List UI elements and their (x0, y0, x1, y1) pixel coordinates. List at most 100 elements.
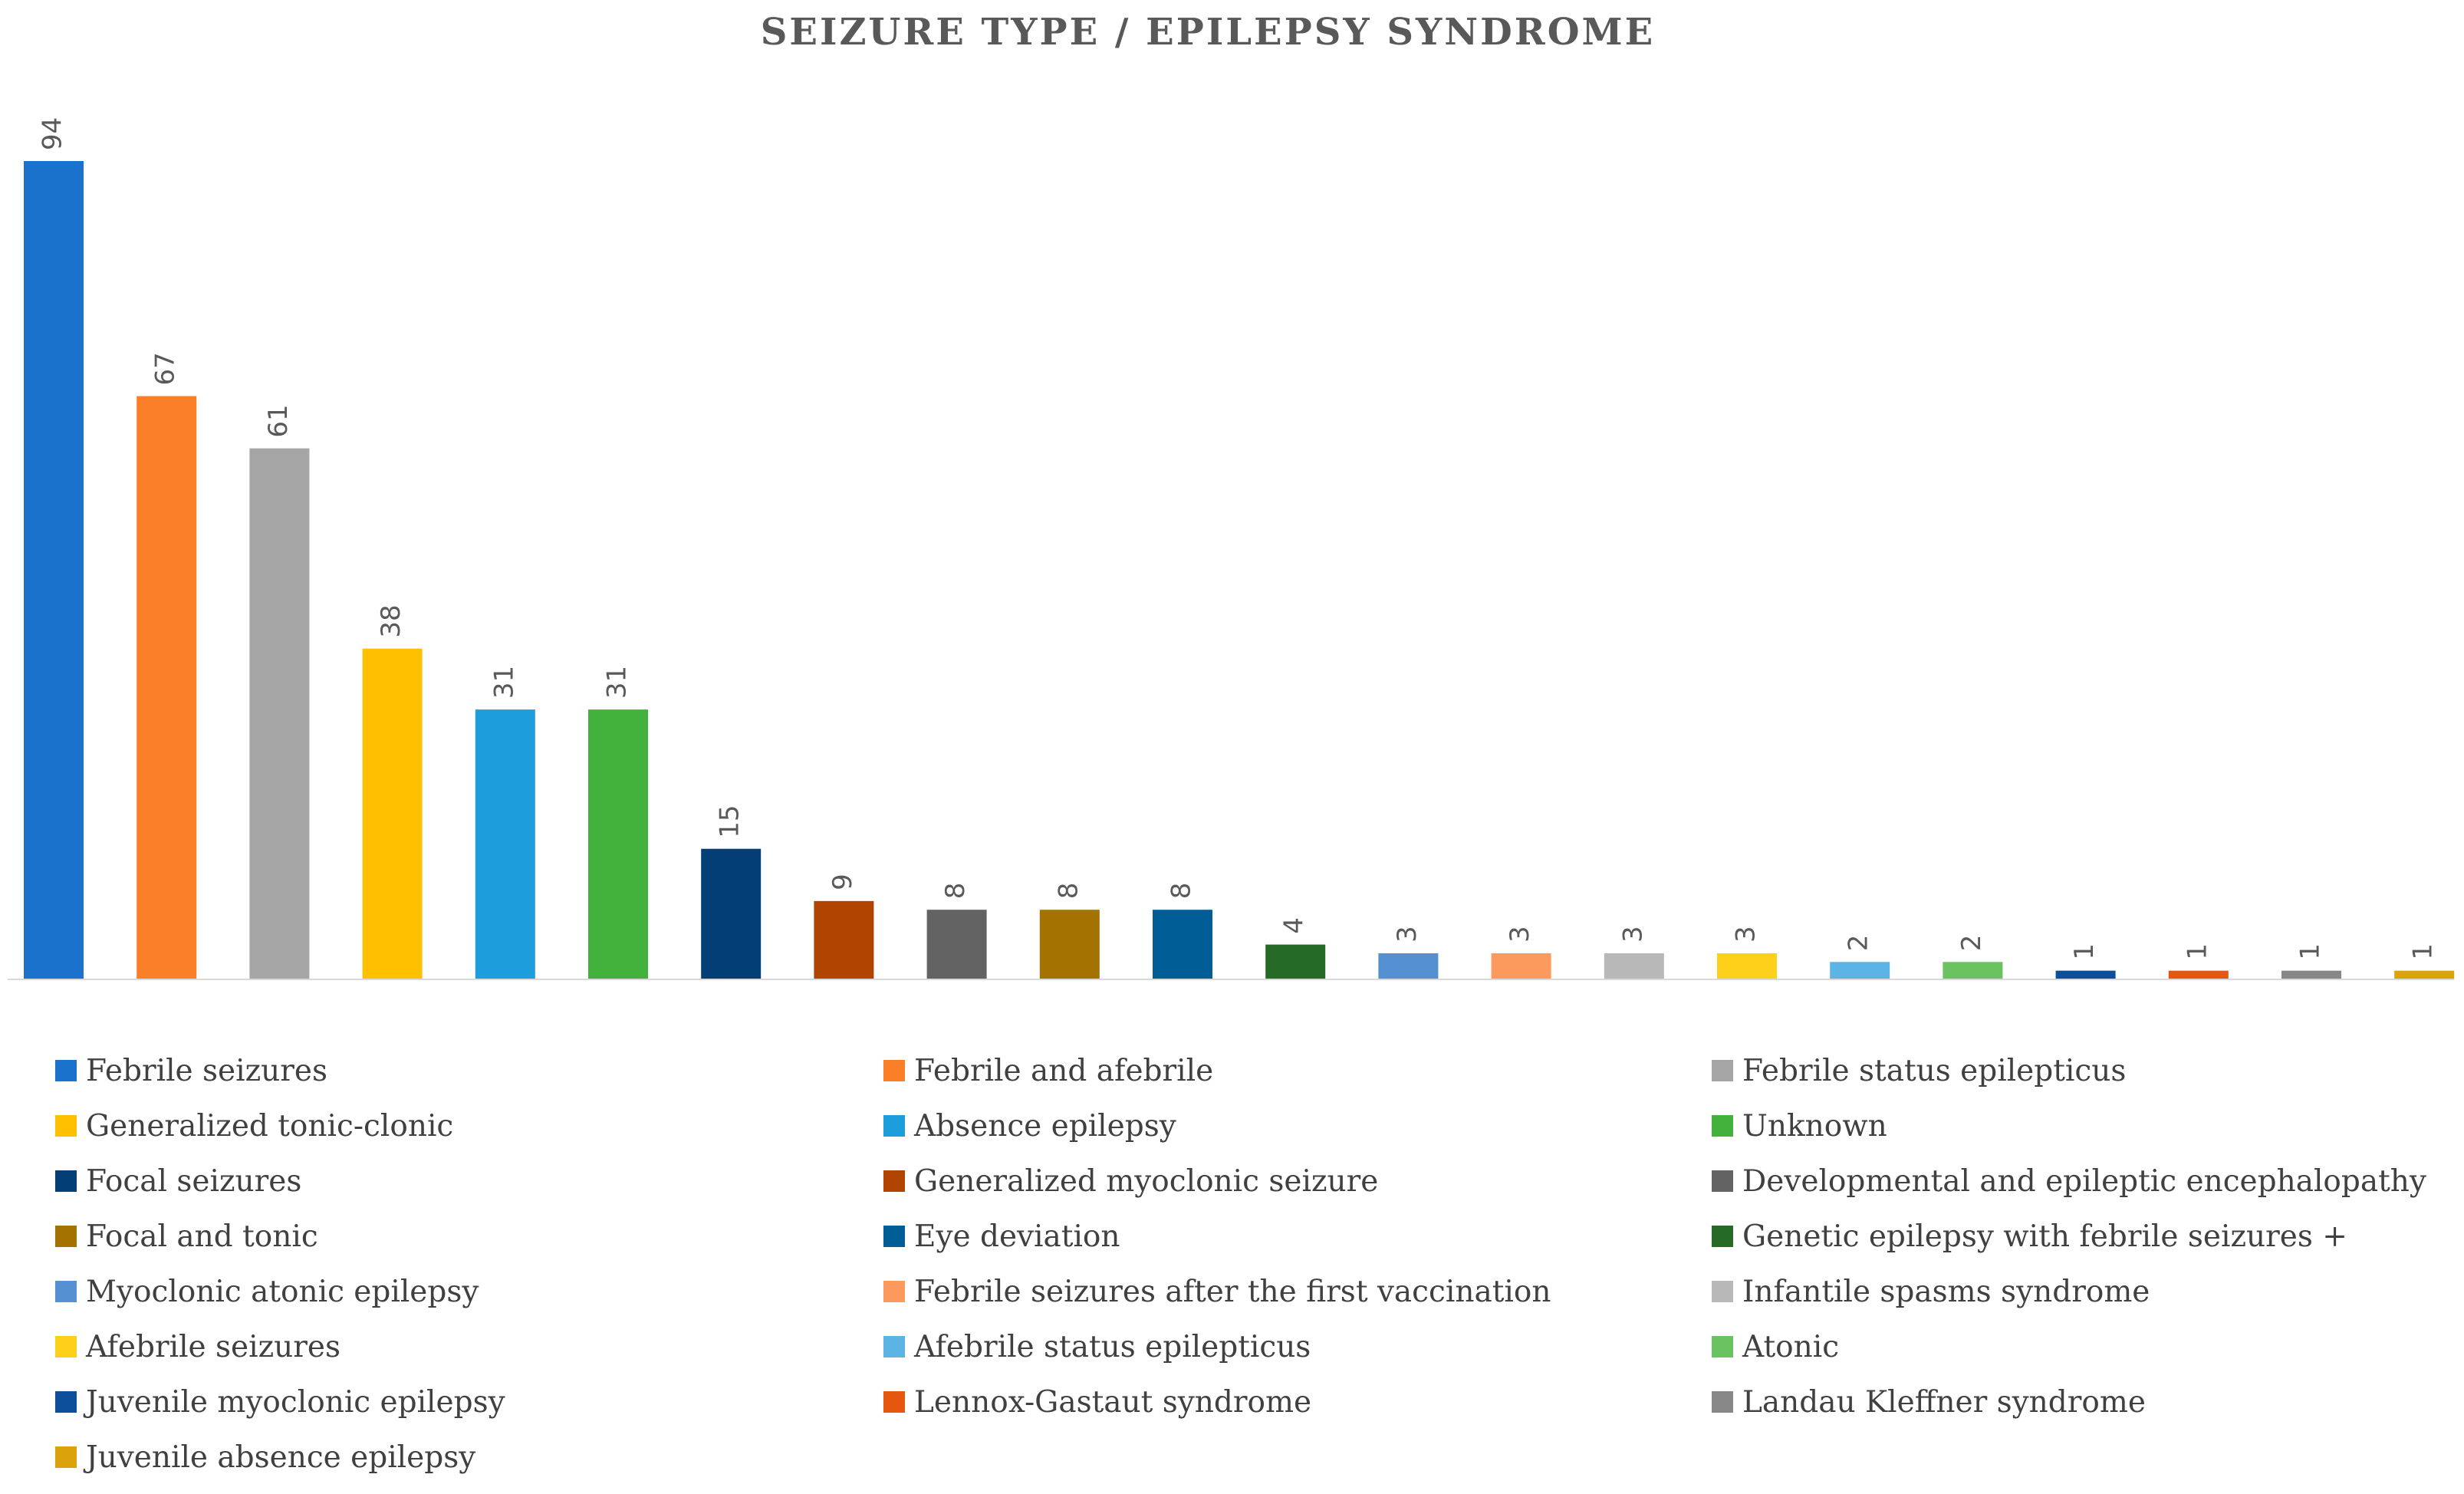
legend-item: Focal seizures (55, 1161, 883, 1201)
data-label-12: 4 (1279, 917, 1310, 934)
bar-2 (137, 396, 197, 979)
legend-item: Lennox-Gastaut syndrome (883, 1382, 1712, 1422)
legend-item: Atonic (1712, 1327, 2448, 1367)
legend-swatch (1712, 1115, 1733, 1137)
data-label-5: 31 (489, 666, 519, 699)
data-label-19: 1 (2069, 943, 2100, 960)
legend-label: Afebrile seizures (86, 1329, 340, 1364)
legend-swatch (1712, 1226, 1733, 1247)
legend-swatch (1712, 1391, 1733, 1413)
legend-label: Developmental and epileptic encephalopat… (1742, 1163, 2426, 1199)
bar-21 (2281, 970, 2341, 979)
bar-19 (2055, 970, 2116, 979)
legend-label: Focal and tonic (86, 1219, 318, 1254)
legend-item: Developmental and epileptic encephalopat… (1712, 1161, 2448, 1201)
legend-swatch (1712, 1170, 1733, 1192)
legend-label: Eye deviation (914, 1219, 1120, 1254)
legend-swatch (55, 1391, 77, 1413)
legend-label: Generalized tonic-clonic (86, 1108, 454, 1144)
legend-label: Juvenile myoclonic epilepsy (86, 1384, 505, 1420)
bar-9 (926, 910, 987, 979)
legend-item: Generalized tonic-clonic (55, 1106, 883, 1146)
legend: Febrile seizures Febrile and afebrile Febr… (55, 1051, 2448, 1477)
legend-swatch (55, 1336, 77, 1357)
data-label-22: 1 (2408, 943, 2439, 960)
bar-7 (701, 848, 762, 979)
bar-14 (1491, 953, 1551, 979)
data-label-16: 3 (1731, 926, 1762, 943)
legend-swatch (883, 1226, 905, 1247)
legend-item: Landau Kleffner syndrome (1712, 1382, 2448, 1422)
bar-5 (475, 709, 535, 979)
legend-item: Unknown (1712, 1106, 2448, 1146)
legend-label: Infantile spasms syndrome (1742, 1274, 2150, 1309)
legend-label: Unknown (1742, 1108, 1887, 1144)
legend-swatch (883, 1060, 905, 1081)
data-label-6: 31 (602, 666, 633, 699)
legend-label: Genetic epilepsy with febrile seizures + (1742, 1219, 2347, 1254)
legend-item: Afebrile seizures (55, 1327, 883, 1367)
bar-17 (1830, 962, 1890, 979)
legend-label: Absence epilepsy (914, 1108, 1176, 1144)
legend-swatch (55, 1060, 77, 1081)
legend-item: Afebrile status epilepticus (883, 1327, 1712, 1367)
bar-15 (1604, 953, 1664, 979)
legend-item: Absence epilepsy (883, 1106, 1712, 1146)
legend-swatch (1712, 1281, 1733, 1302)
data-label-18: 2 (1956, 935, 1987, 952)
legend-swatch (55, 1226, 77, 1247)
plot-area: 94 67 61 38 31 31 15 9 8 8 8 4 3 3 3 3 2 2 1 1 1 1 (8, 117, 2455, 980)
bar-18 (1943, 962, 2003, 979)
bar-6 (588, 709, 648, 979)
legend-label: Atonic (1742, 1329, 1840, 1364)
bar-20 (2168, 970, 2229, 979)
legend-item: Myoclonic atonic epilepsy (55, 1272, 883, 1311)
data-label-9: 8 (940, 883, 971, 900)
legend-label: Afebrile status epilepticus (914, 1329, 1311, 1364)
data-label-1: 94 (38, 117, 68, 150)
legend-label: Juvenile absence epilepsy (86, 1440, 476, 1475)
data-label-11: 8 (1166, 883, 1197, 900)
legend-item: Generalized myoclonic seizure (883, 1161, 1712, 1201)
legend-label: Febrile and afebrile (914, 1053, 1214, 1088)
legend-label: Febrile seizures after the first vaccina… (914, 1274, 1551, 1309)
data-label-4: 38 (376, 604, 406, 637)
legend-item: Eye deviation (883, 1216, 1712, 1256)
data-label-20: 1 (2182, 943, 2212, 960)
legend-item: Febrile status epilepticus (1712, 1051, 2448, 1091)
bar-22 (2394, 970, 2455, 979)
data-label-8: 9 (827, 874, 858, 890)
legend-swatch (883, 1170, 905, 1192)
data-label-10: 8 (1053, 883, 1084, 900)
bar-10 (1039, 910, 1100, 979)
legend-swatch (55, 1281, 77, 1302)
legend-item: Infantile spasms syndrome (1712, 1272, 2448, 1311)
legend-label: Focal seizures (86, 1163, 302, 1199)
data-labels: 94 67 61 38 31 31 15 9 8 8 8 4 3 3 3 3 2 2 1 1 1 1 (38, 117, 2439, 960)
bar-12 (1265, 944, 1326, 979)
data-label-2: 67 (150, 352, 181, 385)
legend-swatch (883, 1115, 905, 1137)
legend-label: Febrile status epilepticus (1742, 1053, 2127, 1088)
data-label-15: 3 (1617, 926, 1648, 943)
bar-11 (1153, 910, 1212, 979)
legend-item: Febrile seizures (55, 1051, 883, 1091)
legend-swatch (883, 1281, 905, 1302)
legend-swatch (1712, 1060, 1733, 1081)
legend-item: Focal and tonic (55, 1216, 883, 1256)
data-label-17: 2 (1844, 935, 1874, 952)
bars (24, 161, 2455, 979)
legend-item: Genetic epilepsy with febrile seizures + (1712, 1216, 2448, 1256)
legend-swatch (55, 1446, 77, 1468)
bar-16 (1717, 953, 1777, 979)
legend-label: Landau Kleffner syndrome (1742, 1384, 2146, 1420)
data-label-7: 15 (715, 805, 745, 837)
data-label-14: 3 (1505, 926, 1535, 943)
data-label-13: 3 (1392, 926, 1423, 943)
legend-label: Lennox-Gastaut syndrome (914, 1384, 1312, 1420)
legend-item: Juvenile myoclonic epilepsy (55, 1382, 883, 1422)
legend-item: Febrile seizures after the first vaccina… (883, 1272, 1712, 1311)
bar-3 (249, 448, 310, 979)
legend-swatch (1712, 1336, 1733, 1357)
